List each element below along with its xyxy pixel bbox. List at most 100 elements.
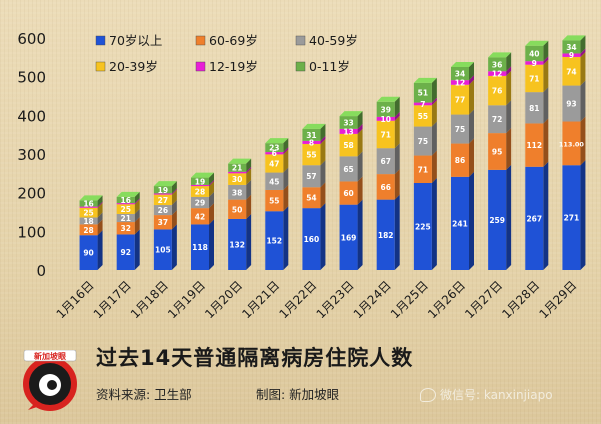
bar-segment-side (580, 51, 586, 86)
legend-label: 40-59岁 (309, 33, 358, 48)
bar-segment-side (357, 151, 363, 182)
bar-segment (488, 75, 507, 106)
bar-top-face (228, 158, 252, 164)
bar-top-face (451, 62, 474, 67)
data-label: 132 (229, 240, 245, 249)
x-tick-label: 1月18日 (128, 278, 171, 321)
bar-stack: 118 42 29 28 19 (191, 172, 214, 270)
bar-segment-side (394, 111, 400, 121)
y-tick-label: 0 (36, 262, 46, 280)
bar-segment-side (543, 40, 549, 62)
bar-segment (153, 194, 172, 206)
data-label: 65 (343, 165, 353, 174)
data-label: 29 (195, 199, 205, 208)
data-label: 28 (83, 226, 93, 235)
bar-segment-side (97, 219, 103, 236)
x-axis: 1月16日1月17日1月18日1月19日1月20日1月21日1月22日1月23日… (54, 278, 580, 321)
data-label: 90 (83, 249, 93, 258)
bar-segment-side (171, 188, 177, 195)
bar-segment-side (246, 166, 252, 174)
bar-segment-side (506, 70, 512, 106)
bar-segment-side (506, 128, 512, 170)
data-label: 36 (492, 60, 502, 69)
bar-segment-side (506, 164, 512, 270)
legend-swatch (195, 35, 206, 46)
bar-segment (562, 121, 581, 166)
data-label: 182 (378, 231, 394, 240)
bar-segment-side (171, 181, 177, 194)
legend-entry: 40-59岁 (295, 33, 358, 48)
bar-segment (376, 120, 395, 149)
legend-label: 70岁以上 (109, 33, 162, 48)
bar-segment-side (283, 149, 289, 173)
data-label: 40 (529, 49, 539, 58)
chart-title: 过去14天普通隔离病房住院人数 (96, 346, 414, 370)
bar-segment-side (469, 109, 474, 144)
bar-segment (525, 64, 544, 93)
data-label: 86 (455, 156, 465, 165)
bar-segment (191, 196, 209, 209)
bar-segment (376, 199, 395, 270)
bar-stack: 225 71 75 55 7 51 (413, 77, 437, 270)
data-label: 16 (83, 199, 93, 208)
bar-segment (525, 92, 544, 124)
wechat-id: 微信号: kanxinjiapo (420, 386, 553, 403)
bar-segment (79, 217, 98, 225)
data-label: 19 (195, 177, 205, 186)
bar-top-face (413, 77, 437, 83)
bar-segment (562, 56, 581, 86)
bar-segment-side (246, 168, 252, 185)
bar-segment-side (357, 128, 363, 157)
bar-segment (339, 156, 358, 182)
bar-stack: 271 113.00 93 74 934 (559, 35, 586, 270)
bar-segment (562, 85, 581, 122)
data-label: 26 (158, 206, 168, 215)
bar-segment-side (469, 62, 474, 81)
bar-top-face (488, 52, 512, 58)
bar-top-face (525, 40, 549, 46)
x-tick-label: 1月19日 (165, 278, 208, 321)
data-label: 58 (343, 141, 353, 150)
legend-label: 20-39岁 (109, 59, 158, 74)
data-label: 267 (526, 214, 542, 223)
x-tick-label: 1月25日 (388, 278, 431, 321)
data-label: 31 (306, 131, 316, 140)
data-label: 47 (269, 159, 279, 168)
bar-segment (413, 126, 432, 156)
data-label: 27 (158, 196, 168, 205)
bar-stack: 132 50 38 30 21 (228, 158, 252, 270)
bar-segment-side (320, 203, 326, 270)
bar-segment (376, 148, 395, 175)
bar-segment (116, 213, 135, 223)
x-tick-label: 1月29日 (536, 278, 579, 321)
bar-segment-side (134, 198, 140, 205)
bar-top-face (562, 35, 586, 41)
bar-segment-side (283, 184, 289, 212)
bar-segment (376, 174, 395, 200)
bar-stack: 267 112 81 71 940 (525, 40, 549, 270)
bar-segment (302, 208, 321, 270)
bar-segment (153, 186, 172, 194)
bar-top-face (265, 138, 289, 144)
bar-segment (228, 163, 247, 172)
bar-segment (79, 200, 98, 207)
bar-segment (488, 133, 507, 170)
bar-segment (488, 57, 507, 72)
bar-segment-side (580, 160, 586, 270)
bar-segment (488, 169, 507, 270)
data-label: 95 (492, 147, 502, 156)
bar-segment (191, 186, 209, 197)
bar-segment-side (357, 111, 363, 129)
bar-segment (265, 152, 284, 155)
bar-segment-side (320, 182, 326, 209)
data-label: 34 (566, 43, 576, 52)
bar-segment-side (320, 160, 326, 188)
bar-segment (116, 203, 135, 205)
data-label: 25 (120, 205, 130, 214)
data-label: 225 (415, 223, 431, 232)
bar-segment-side (209, 179, 214, 187)
